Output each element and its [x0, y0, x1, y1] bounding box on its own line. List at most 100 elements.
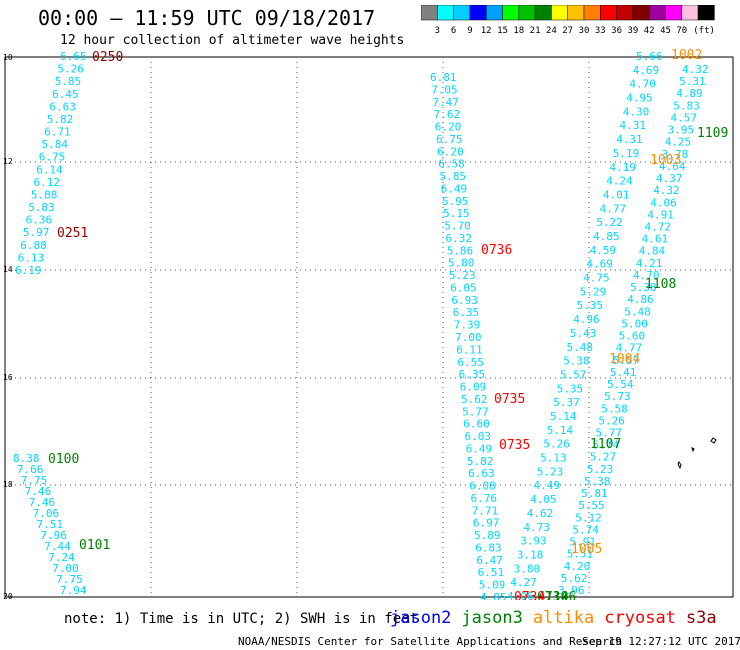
swh-label: 6.14	[36, 163, 63, 176]
swh-label: 5.57	[613, 354, 640, 367]
swh-label: 4.62	[527, 507, 554, 520]
legend-altika: altika	[532, 608, 595, 628]
swh-label: 6.09	[460, 381, 487, 394]
swh-label: 4.01	[603, 189, 630, 202]
swh-label: 5.88	[31, 189, 58, 202]
map-grid	[4, 56, 734, 598]
pass-time-label: 1107	[590, 437, 621, 452]
swh-label: 4.73	[524, 521, 551, 534]
island-shape	[691, 447, 695, 453]
swh-label: 6.88	[20, 239, 47, 252]
legend-cryosat: cryosat	[604, 608, 676, 628]
swh-label: 5.19	[613, 147, 640, 160]
swh-label: 5.89	[474, 529, 501, 542]
swh-label: 6.19	[15, 264, 42, 277]
swh-label: 5.13	[540, 452, 567, 465]
swh-label: 5.81	[581, 487, 608, 500]
map-subtitle: 12 hour collection of altimeter wave hei…	[60, 33, 405, 48]
swh-label: 5.97	[23, 226, 50, 239]
swh-label: 5.54	[607, 378, 634, 391]
swh-label: 4.75	[583, 272, 610, 285]
swh-label: 5.85	[55, 75, 81, 88]
swh-label: 6.93	[451, 294, 478, 307]
swh-label: 4.27	[510, 576, 537, 589]
swh-label: 7.75	[56, 573, 83, 586]
swh-label: 6.49	[466, 442, 493, 455]
swh-label: 4.25	[665, 136, 692, 149]
swh-label: 6.63	[468, 467, 495, 480]
swh-label: 4.20	[564, 560, 591, 573]
swh-label: 4.96	[573, 313, 600, 326]
pass-time-label: 1003	[650, 153, 681, 168]
swh-label: 5.14	[550, 410, 577, 423]
swh-label: 5.70	[444, 220, 471, 233]
swh-label: 6.71	[44, 126, 71, 139]
swh-label: 4.89	[676, 87, 703, 100]
swh-label: 4.61	[642, 233, 669, 246]
swh-label: 5.74	[593, 439, 620, 452]
wave-height-map: 105108111114117120101214161820 6.655.265…	[3, 48, 734, 600]
swh-label: 6.81	[430, 71, 457, 84]
swh-label: 6.13	[18, 251, 44, 264]
swh-label: 7.46	[25, 485, 52, 498]
colorbar-swatch	[697, 5, 715, 21]
swh-label: 4.06	[507, 590, 534, 600]
swh-label: 4.91	[647, 208, 674, 221]
swh-label: 5.73	[604, 390, 631, 403]
swh-label: 5.86	[447, 244, 474, 257]
colorbar-label: 39	[627, 26, 638, 35]
swh-label: 4.37	[656, 172, 683, 185]
swh-label: 6.20	[435, 121, 462, 134]
swh-label: 6.45	[52, 88, 79, 101]
colorbar-label: 24	[546, 26, 557, 35]
swh-label: 6.49	[441, 182, 468, 195]
swh-label: 5.38	[584, 475, 611, 488]
swh-label: 7.66	[17, 463, 44, 476]
swh-label: 4.85	[480, 591, 507, 600]
pass-time-label: 1004	[609, 352, 640, 367]
swh-label: 4.21	[636, 257, 663, 270]
swh-label: 5.85	[440, 170, 467, 183]
credit-text: NOAA/NESDIS Center for Satellite Applica…	[238, 635, 623, 648]
y-tick-label: 14	[3, 265, 13, 274]
colorbar-label: 33	[595, 26, 606, 35]
swh-label: 5.23	[537, 465, 564, 478]
swh-label: 3.95	[668, 124, 695, 137]
swh-label: 5.43	[570, 327, 597, 340]
pass-time-label: 0736	[481, 243, 512, 258]
swh-label: 4.59	[590, 244, 617, 257]
swh-label: 7.44	[44, 540, 71, 553]
swh-label: 4.19	[610, 161, 637, 174]
swh-label: 5.57	[560, 369, 587, 382]
swh-label: 7.05	[431, 83, 458, 96]
swh-label: 5.09	[479, 579, 506, 592]
swh-label: 5.12	[575, 511, 602, 524]
colorbar-label: 12	[481, 26, 492, 35]
swh-label: 6.60	[463, 418, 490, 431]
footer-note: note: 1) Time is in UTC; 2) SWH is in fe…	[64, 611, 419, 627]
swh-label: 4.32	[682, 63, 709, 76]
pass-time-label: 1106	[545, 590, 576, 600]
pass-time-label: 0735	[499, 438, 530, 453]
satellite-legend: jason2 jason3 altika cryosat s3a	[390, 608, 727, 628]
swh-label: 7.24	[48, 551, 75, 564]
swh-label: 6.20	[437, 145, 464, 158]
swh-label: 5.26	[598, 414, 625, 427]
colorbar-label: 6	[451, 26, 456, 35]
colorbar-label: 30	[579, 26, 590, 35]
swh-label: 3.80	[514, 562, 541, 575]
generated-timestamp: Sep 19 12:27:12 UTC 2017	[582, 635, 740, 648]
colorbar-label: 45	[660, 26, 671, 35]
swh-label: 5.60	[619, 330, 646, 343]
y-tick-label: 16	[3, 373, 13, 382]
swh-label: 5.51	[567, 548, 594, 561]
swh-label: 6.11	[456, 343, 483, 356]
swh-label: 6.76	[471, 492, 498, 505]
swh-label: 5.84	[42, 138, 69, 151]
swh-label: 5.48	[567, 341, 594, 354]
swh-label: 5.22	[596, 216, 623, 229]
legend-jason2: jason2	[390, 608, 452, 628]
swh-label: 5.15	[443, 207, 470, 220]
swh-label: 7.71	[472, 504, 499, 517]
swh-label: 6.58	[438, 158, 465, 171]
